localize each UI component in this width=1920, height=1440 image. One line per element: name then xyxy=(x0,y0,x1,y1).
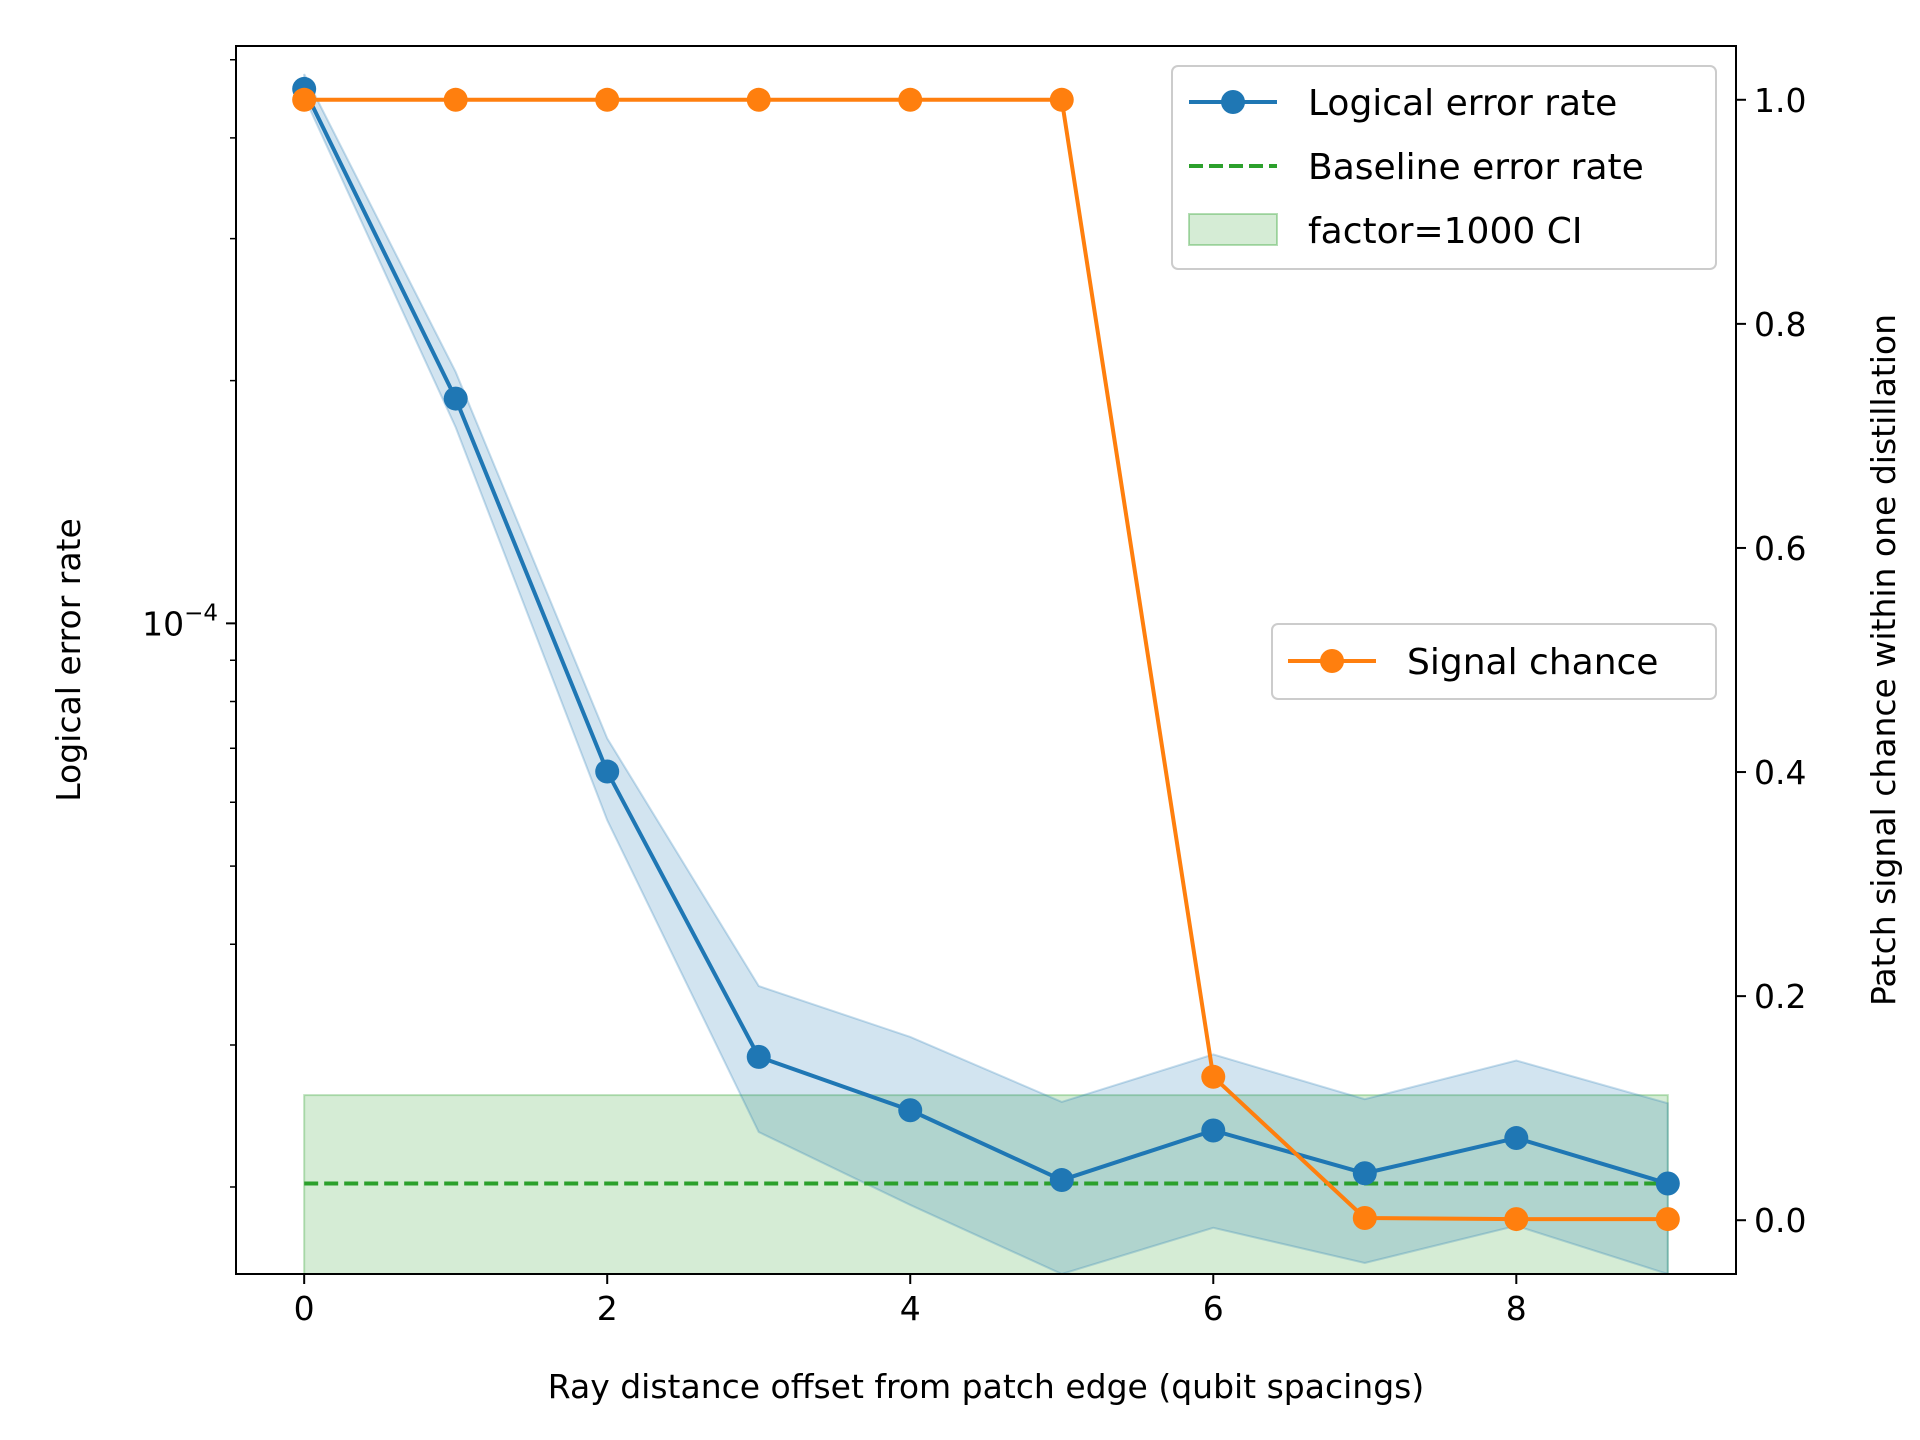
x-tick-label: 2 xyxy=(597,1289,618,1328)
marker-layer xyxy=(292,76,1680,1232)
x-tick-label: 4 xyxy=(900,1289,921,1328)
logical-error-point xyxy=(1201,1118,1226,1143)
legend-ci-swatch xyxy=(1188,213,1278,246)
logical-error-point xyxy=(898,1098,923,1123)
logical-error-point xyxy=(1352,1161,1377,1186)
right-y-tick-label: 0.2 xyxy=(1754,977,1806,1016)
logical-error-point xyxy=(1049,1168,1074,1193)
signal-chance-point xyxy=(1504,1207,1529,1232)
logical-error-line xyxy=(302,88,1669,1186)
signal-chance-point xyxy=(898,87,923,112)
right-y-tick-label: 0.4 xyxy=(1754,753,1806,792)
left-y-tick-exponent: −4 xyxy=(184,600,218,626)
right-y-tick-label: 0.8 xyxy=(1754,305,1806,344)
signal-chance-line xyxy=(304,97,1668,1222)
legend-signal-frame xyxy=(1271,623,1717,700)
logical-error-point xyxy=(443,386,468,411)
right-y-tick-label: 0.6 xyxy=(1754,529,1806,568)
signal-chance-point xyxy=(1655,1207,1680,1232)
right-y-axis: 0.0 0.2 0.4 0.6 0.8 1.0 xyxy=(1736,81,1806,1240)
left-y-axis: 10−4 xyxy=(142,58,236,1188)
signal-chance-point xyxy=(292,87,317,112)
logical-error-point xyxy=(1504,1126,1529,1151)
left-y-tick-base: 10 xyxy=(142,604,184,643)
logical-error-point xyxy=(746,1044,771,1069)
right-y-axis-label: Patch signal chance within one distillat… xyxy=(1864,314,1903,1006)
legend-signal-marker xyxy=(1320,649,1344,673)
signal-chance-point xyxy=(1201,1064,1226,1089)
x-axis: 0 2 4 6 8 xyxy=(294,1274,1527,1328)
legend-main: Logical error rate Baseline error rate f… xyxy=(1171,65,1717,270)
x-tick-label: 8 xyxy=(1506,1289,1527,1328)
left-y-axis-label: Logical error rate xyxy=(49,518,88,802)
signal-chance-point xyxy=(595,87,620,112)
legend-logical-error-label: Logical error rate xyxy=(1308,83,1617,124)
legend-main-frame xyxy=(1171,65,1717,270)
legend-signal: Signal chance xyxy=(1271,623,1717,700)
right-y-tick-label: 1.0 xyxy=(1754,81,1806,120)
x-axis-label: Ray distance offset from patch edge (qub… xyxy=(548,1367,1424,1406)
legend-baseline-label: Baseline error rate xyxy=(1308,147,1644,188)
legend-signal-label: Signal chance xyxy=(1407,642,1658,683)
signal-chance-point xyxy=(746,87,771,112)
signal-chance-point xyxy=(1049,87,1074,112)
line-layer xyxy=(302,88,1669,1222)
left-y-tick-label: 10−4 xyxy=(142,600,218,643)
x-tick-label: 6 xyxy=(1203,1289,1224,1328)
x-tick-label: 0 xyxy=(294,1289,315,1328)
legend-ci-label: factor=1000 CI xyxy=(1308,211,1582,252)
error-rate-band xyxy=(303,73,1669,1274)
logical-error-point xyxy=(1655,1171,1680,1196)
signal-chance-point xyxy=(1352,1205,1377,1230)
signal-chance-point xyxy=(443,87,468,112)
logical-error-point xyxy=(595,759,620,784)
right-y-tick-label: 0.0 xyxy=(1754,1201,1806,1240)
legend-logical-error-marker xyxy=(1221,90,1245,114)
